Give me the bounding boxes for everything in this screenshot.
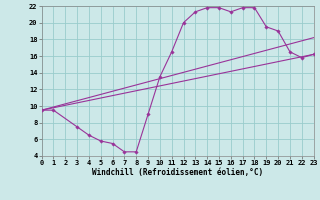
X-axis label: Windchill (Refroidissement éolien,°C): Windchill (Refroidissement éolien,°C): [92, 168, 263, 177]
